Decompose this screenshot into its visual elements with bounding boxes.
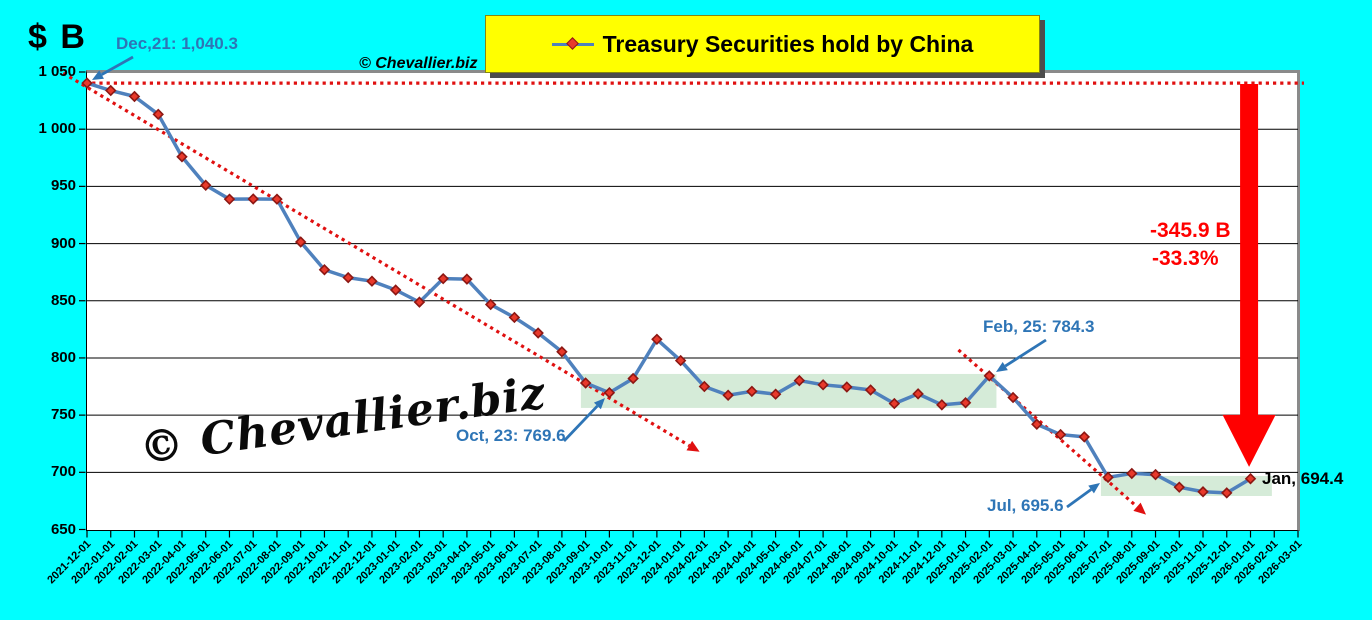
- annotation-oct23: Oct, 23: 769.6: [456, 426, 566, 445]
- annotation-delta-abs: -345.9 B: [1150, 219, 1231, 242]
- y-tick-label: 800: [50, 348, 76, 366]
- y-axis-title: $ B: [28, 18, 87, 56]
- annotation-dec21: Dec,21: 1,040.3: [116, 34, 238, 53]
- annotation-delta-pct: -33.3%: [1152, 247, 1219, 270]
- y-tick-label: 650: [50, 520, 76, 538]
- y-tick-label: 850: [50, 291, 76, 309]
- y-tick-label: 700: [50, 463, 76, 481]
- legend: Treasury Securities hold by China: [485, 15, 1040, 73]
- y-tick-label: 900: [50, 234, 76, 252]
- watermark-top: © Chevallier.biz: [359, 55, 478, 72]
- legend-label: Treasury Securities hold by China: [602, 30, 974, 57]
- plot-area: [85, 70, 1300, 531]
- annotation-feb25: Feb, 25: 784.3: [983, 317, 1095, 336]
- y-tick-label: 750: [50, 406, 76, 424]
- y-tick-label: 950: [50, 177, 76, 195]
- annotation-jul25: Jul, 695.6: [987, 496, 1064, 515]
- annotation-jan26: Jan, 694.4: [1262, 469, 1344, 488]
- legend-series-sample-icon: [551, 37, 594, 50]
- y-tick-label: 1 000: [38, 120, 76, 138]
- y-tick-label: 1 050: [38, 63, 76, 80]
- legend-diamond-icon: [565, 37, 579, 50]
